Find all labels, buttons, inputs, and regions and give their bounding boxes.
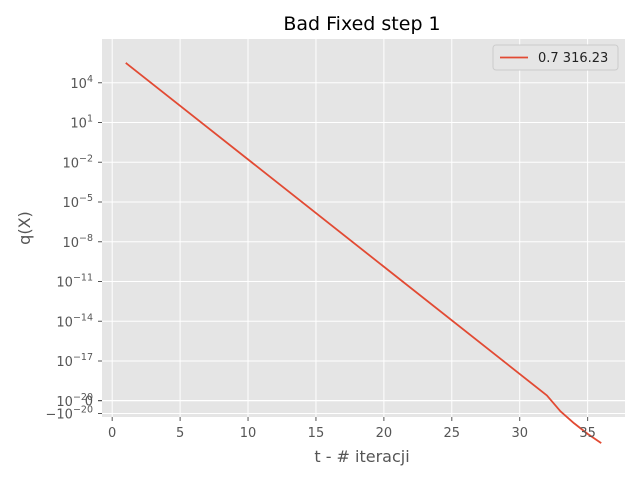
- x-tick-label: 0: [108, 426, 116, 441]
- x-axis-label: t - # iteracji: [314, 447, 409, 466]
- x-tick-label: 30: [511, 426, 528, 441]
- x-tick-label: 15: [308, 426, 325, 441]
- y-tick-label: 10−14: [56, 312, 93, 330]
- y-tick-label: −10−20: [46, 405, 94, 423]
- x-tick-label: 20: [376, 426, 393, 441]
- y-tick-label: 10−5: [62, 193, 93, 211]
- series-layer: [125, 62, 602, 444]
- chart-title: Bad Fixed step 1: [283, 13, 440, 35]
- series-line: [125, 62, 602, 444]
- legend: 0.7 316.23: [492, 44, 619, 71]
- x-tick-label: 10: [240, 426, 257, 441]
- legend-entry: 0.7 316.23: [538, 51, 608, 66]
- y-tick-label: 10−17: [56, 352, 93, 370]
- plot-area: [102, 39, 625, 417]
- x-tick-label: 5: [176, 426, 184, 441]
- x-tick-label: 35: [579, 426, 596, 441]
- y-tick-label: 10−2: [62, 153, 93, 171]
- x-tick-label: 25: [444, 426, 461, 441]
- y-axis-label: q(X): [15, 211, 34, 245]
- y-tick-label: 101: [70, 114, 93, 132]
- y-tick-label: 10−11: [56, 273, 93, 291]
- y-tick-label: 10−20: [56, 392, 93, 410]
- legend-box: [492, 44, 619, 71]
- y-tick-label: 104: [70, 74, 93, 92]
- y-tick-label: 0: [85, 395, 93, 410]
- grid: [102, 39, 625, 417]
- axis-ticks: 0 5 10 15 20 25 30 35 104 101 10−2 10−5 10−8 10−11 10−…: [46, 74, 596, 441]
- y-tick-label: 10−8: [62, 233, 93, 251]
